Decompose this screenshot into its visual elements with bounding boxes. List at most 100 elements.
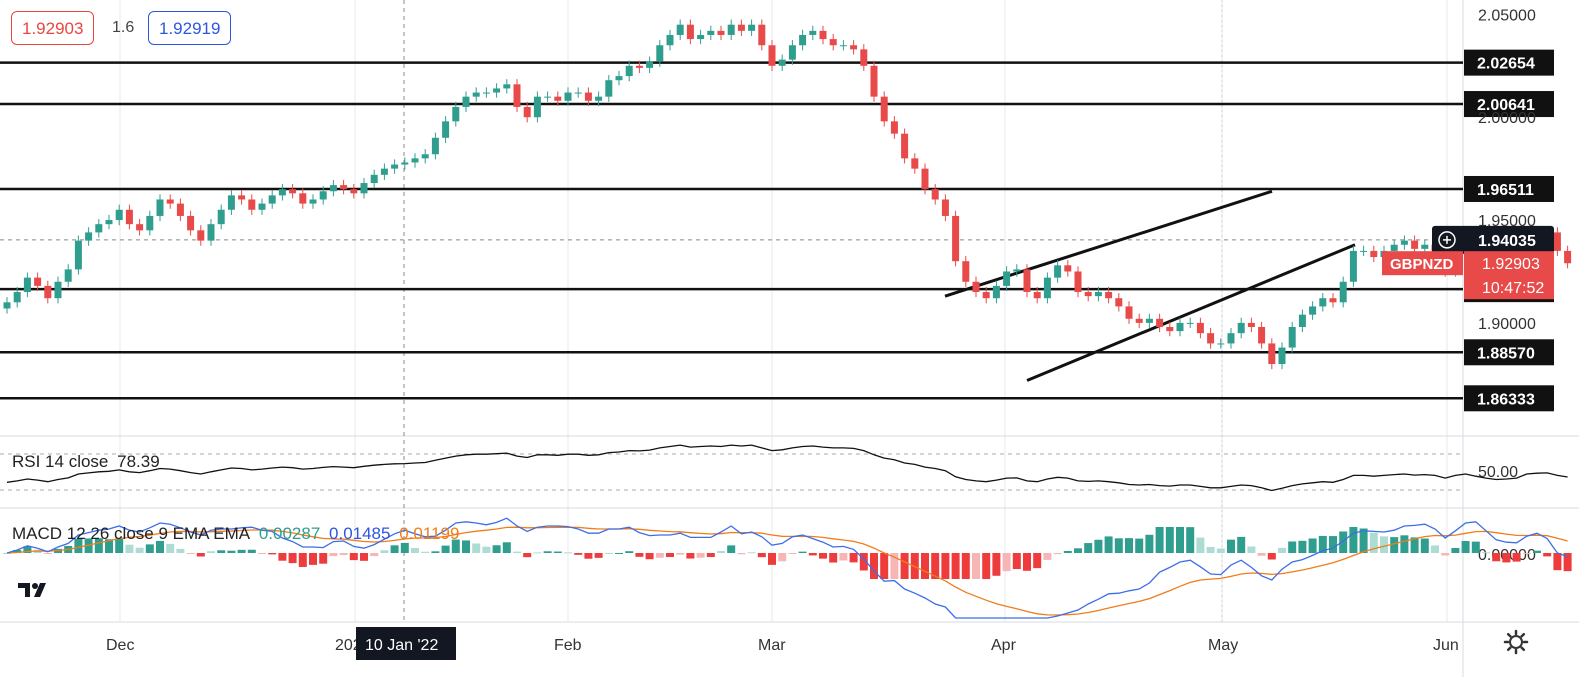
- level-price-label: 1.86333: [1477, 391, 1535, 408]
- macd-histogram-bar: [808, 553, 817, 556]
- macd-histogram-bar: [921, 553, 929, 579]
- candle: [1564, 250, 1572, 264]
- macd-histogram-bar: [1563, 553, 1572, 572]
- candle: [605, 80, 613, 97]
- crosshair-plus-icon[interactable]: [1438, 231, 1456, 249]
- macd-histogram-bar: [645, 553, 654, 560]
- candle: [758, 24, 766, 46]
- price-tick-label: 2.05000: [1478, 7, 1536, 24]
- macd-histogram-bar: [727, 545, 736, 553]
- macd-histogram-bar: [676, 553, 685, 555]
- level-price-label: 1.88570: [1477, 345, 1535, 362]
- candle: [1135, 318, 1143, 323]
- buy-price-button[interactable]: 1.92919: [148, 11, 232, 45]
- candle: [380, 168, 388, 175]
- candle: [3, 302, 11, 309]
- candle: [268, 195, 276, 204]
- macd-histogram-bar: [982, 553, 991, 579]
- gear-icon[interactable]: [1502, 628, 1530, 656]
- macd-histogram-bar: [258, 553, 266, 554]
- macd-histogram-bar: [278, 553, 287, 561]
- macd-histogram-bar: [23, 546, 32, 553]
- macd-histogram-bar: [1492, 553, 1501, 562]
- candle: [187, 215, 195, 231]
- macd-histogram-bar: [1482, 552, 1490, 554]
- candle: [1084, 292, 1092, 297]
- rsi-label: RSI 14 close: [12, 452, 109, 471]
- rsi-value: 78.39: [117, 452, 160, 471]
- macd-histogram-bar: [819, 553, 827, 559]
- candle: [982, 292, 990, 299]
- channel-upper-line[interactable]: [944, 189, 1273, 298]
- time-tick-label: Dec: [106, 637, 134, 654]
- macd-histogram-bar: [1043, 553, 1052, 560]
- candle: [595, 96, 603, 101]
- candle: [1268, 343, 1276, 365]
- candle: [686, 24, 694, 40]
- macd-histogram-bar: [655, 553, 664, 558]
- macd-histogram-bar: [1288, 541, 1297, 553]
- rsi-legend: RSI 14 close 78.39: [12, 452, 164, 472]
- candle: [646, 61, 654, 68]
- macd-histogram-bar: [1267, 553, 1276, 560]
- macd-histogram-bar: [1012, 553, 1021, 570]
- price-axis[interactable]: 2.026542.006411.965111.916421.885701.863…: [1382, 7, 1554, 412]
- candle: [1421, 244, 1429, 249]
- candle: [1227, 333, 1235, 344]
- macd-histogram-bar: [604, 552, 613, 554]
- macd-histogram-bar: [1471, 541, 1480, 553]
- macd-histogram-bar: [737, 553, 746, 555]
- candle: [1329, 298, 1337, 303]
- macd-histogram-bar: [370, 553, 379, 557]
- candle: [880, 96, 888, 122]
- candle: [850, 45, 858, 50]
- candle: [350, 189, 358, 194]
- candle: [1074, 271, 1082, 293]
- rsi-scale-label: 50.00: [1478, 464, 1518, 481]
- candle: [1349, 250, 1357, 282]
- candle: [625, 65, 633, 77]
- time-tick-label: Feb: [554, 637, 582, 654]
- candle: [309, 199, 317, 204]
- symbol-label: GBPNZD: [1390, 256, 1454, 273]
- sell-price-button[interactable]: 1.92903: [11, 11, 95, 45]
- candle: [707, 30, 715, 35]
- candle: [554, 96, 562, 101]
- candle: [360, 183, 368, 194]
- macd-histogram-bar: [972, 553, 980, 579]
- trend-channel[interactable]: [944, 189, 1356, 382]
- macd-histogram-bar: [1104, 536, 1113, 553]
- current-price-label: 1.92903: [1482, 256, 1540, 273]
- macd-histogram-bar: [411, 547, 419, 553]
- macd-histogram-bar: [186, 553, 195, 554]
- macd-signal-value: 0.01199: [399, 524, 460, 543]
- horizontal-levels[interactable]: [0, 61, 1463, 400]
- candle: [115, 209, 123, 221]
- candle: [125, 209, 133, 225]
- candle: [1033, 292, 1041, 299]
- channel-lower-line[interactable]: [1026, 243, 1356, 382]
- macd-histogram-bar: [105, 539, 113, 553]
- candle: [1003, 271, 1011, 286]
- candle: [1013, 269, 1021, 272]
- candle: [1247, 322, 1255, 327]
- candle: [1176, 322, 1184, 332]
- macd-histogram-bar: [757, 553, 766, 558]
- macd-histogram-bar: [1114, 538, 1123, 553]
- tradingview-logo-icon[interactable]: [10, 576, 62, 604]
- time-tick-label: Jun: [1433, 637, 1459, 654]
- candle: [156, 199, 164, 216]
- macd-histogram-bar: [706, 553, 715, 557]
- candle: [54, 281, 62, 299]
- candle: [217, 209, 225, 225]
- macd-histogram-bar: [1410, 537, 1419, 553]
- candle: [1043, 277, 1051, 299]
- macd-histogram-bar: [574, 553, 583, 555]
- candle: [329, 185, 337, 192]
- candle: [258, 203, 266, 210]
- macd-histogram-bar: [1206, 547, 1215, 553]
- candle: [1115, 298, 1123, 307]
